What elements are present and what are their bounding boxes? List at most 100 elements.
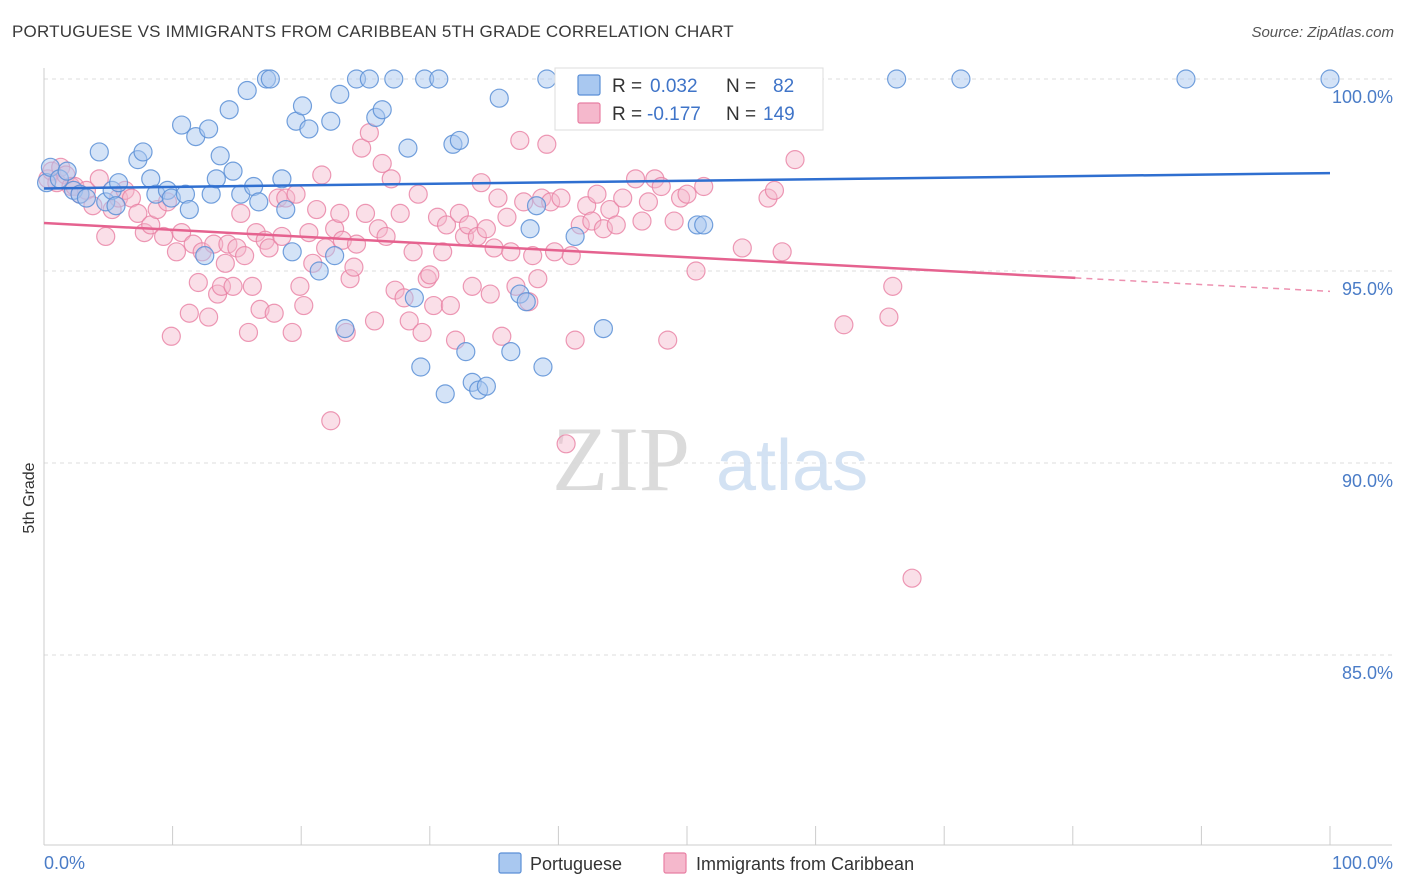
point-caribbean-136 (732, 238, 752, 258)
bottom-legend-label-caribbean: Immigrants from Caribbean (696, 854, 914, 874)
x-ticks (43, 826, 1331, 845)
bottom-legend-label-portuguese: Portuguese (530, 854, 622, 874)
legend-r-label-1: R = (612, 76, 642, 97)
point-portuguese-68 (526, 196, 547, 216)
y-tick-label-0: 100.0% (1332, 87, 1393, 107)
legend-swatch-portuguese (577, 74, 601, 96)
point-caribbean-130 (658, 330, 678, 350)
point-portuguese-26 (210, 146, 230, 166)
point-portuguese-10 (106, 196, 126, 216)
point-caribbean-100 (497, 207, 517, 227)
axes (43, 68, 1392, 846)
x-tick-label-1: 100.0% (1332, 853, 1393, 873)
point-caribbean-58 (321, 411, 341, 431)
point-portuguese-55 (429, 69, 449, 89)
point-caribbean-37 (231, 203, 251, 223)
watermark: ZIP atlas (552, 408, 868, 510)
point-portuguese-3 (57, 161, 77, 181)
point-caribbean-120 (593, 219, 614, 239)
trend-line-caribbean-extension (1075, 277, 1331, 293)
point-caribbean-38 (235, 246, 255, 266)
point-portuguese-42 (321, 111, 341, 131)
point-portuguese-25 (206, 169, 226, 189)
chart-title: PORTUGUESE VS IMMIGRANTS FROM CARIBBEAN … (12, 22, 734, 41)
point-caribbean-16 (128, 203, 148, 223)
point-caribbean-137 (758, 188, 778, 208)
point-portuguese-23 (199, 119, 219, 139)
point-caribbean-138 (764, 180, 785, 200)
point-caribbean-122 (606, 215, 626, 235)
y-tick-label-2: 90.0% (1342, 471, 1393, 491)
point-caribbean-98 (488, 188, 508, 208)
legend-r-label-2: R = (612, 104, 642, 125)
point-portuguese-66 (516, 292, 536, 312)
point-caribbean-83 (424, 295, 444, 316)
point-portuguese-71 (565, 226, 585, 247)
point-portuguese-32 (249, 192, 269, 212)
point-caribbean-142 (879, 307, 899, 327)
point-caribbean-103 (510, 130, 530, 151)
point-portuguese-40 (299, 119, 319, 139)
point-caribbean-131 (664, 211, 684, 231)
point-portuguese-64 (501, 342, 521, 362)
point-portuguese-67 (520, 219, 540, 239)
watermark-zip: ZIP (552, 408, 690, 510)
y-tick-label-3: 85.0% (1342, 663, 1393, 683)
point-caribbean-125 (625, 169, 646, 189)
point-caribbean-51 (290, 276, 310, 296)
point-caribbean-101 (501, 242, 521, 262)
point-portuguese-49 (372, 100, 392, 120)
point-caribbean-32 (211, 276, 232, 296)
point-caribbean-126 (632, 211, 652, 231)
point-portuguese-56 (435, 384, 455, 404)
point-caribbean-143 (883, 276, 903, 296)
point-caribbean-75 (390, 203, 410, 223)
point-caribbean-52 (294, 295, 314, 316)
point-caribbean-25 (179, 303, 199, 323)
trend-line-portuguese (43, 171, 1331, 190)
point-portuguese-51 (398, 138, 418, 158)
point-portuguese-77 (951, 69, 971, 89)
point-portuguese-72 (593, 319, 614, 339)
point-portuguese-37 (282, 242, 302, 262)
point-caribbean-70 (368, 219, 388, 239)
point-portuguese-58 (449, 130, 469, 151)
y-tick-label-1: 95.0% (1342, 279, 1393, 299)
point-portuguese-34 (260, 69, 280, 89)
legend-n-value-2: 149 (763, 104, 795, 125)
legend-n-value-1: 82 (773, 76, 794, 97)
point-caribbean-123 (613, 188, 633, 208)
point-caribbean-33 (215, 253, 235, 273)
x-tick-labels: 0.0% 100.0% (44, 853, 1393, 873)
point-portuguese-69 (533, 357, 553, 377)
point-caribbean-55 (307, 199, 327, 220)
point-caribbean-133 (677, 184, 697, 204)
bottom-legend-swatch-portuguese (498, 852, 522, 874)
point-caribbean-112 (551, 188, 571, 208)
point-caribbean-82 (420, 265, 440, 285)
point-caribbean-56 (312, 165, 332, 185)
point-caribbean-111 (544, 242, 565, 262)
point-caribbean-119 (587, 184, 607, 204)
point-caribbean-64 (344, 257, 364, 277)
point-caribbean-69 (364, 311, 385, 331)
stats-legend: R = 0.032 N = 82 R = -0.177 N = 149 (554, 67, 824, 131)
point-caribbean-49 (282, 322, 302, 343)
point-portuguese-50 (384, 69, 404, 89)
point-portuguese-27 (219, 100, 239, 120)
point-caribbean-20 (153, 226, 174, 247)
point-caribbean-29 (199, 307, 219, 327)
trend-lines (43, 171, 1331, 293)
point-caribbean-45 (264, 303, 284, 323)
point-caribbean-144 (902, 568, 922, 588)
x-tick-label-0: 0.0% (44, 853, 85, 873)
point-caribbean-53 (299, 223, 319, 243)
point-portuguese-6 (76, 188, 97, 208)
point-portuguese-28 (223, 161, 243, 181)
point-caribbean-99 (492, 326, 512, 346)
point-portuguese-53 (411, 357, 431, 377)
point-caribbean-35 (223, 276, 243, 296)
point-caribbean-40 (242, 276, 262, 296)
point-caribbean-36 (227, 238, 247, 258)
point-caribbean-141 (834, 315, 854, 335)
